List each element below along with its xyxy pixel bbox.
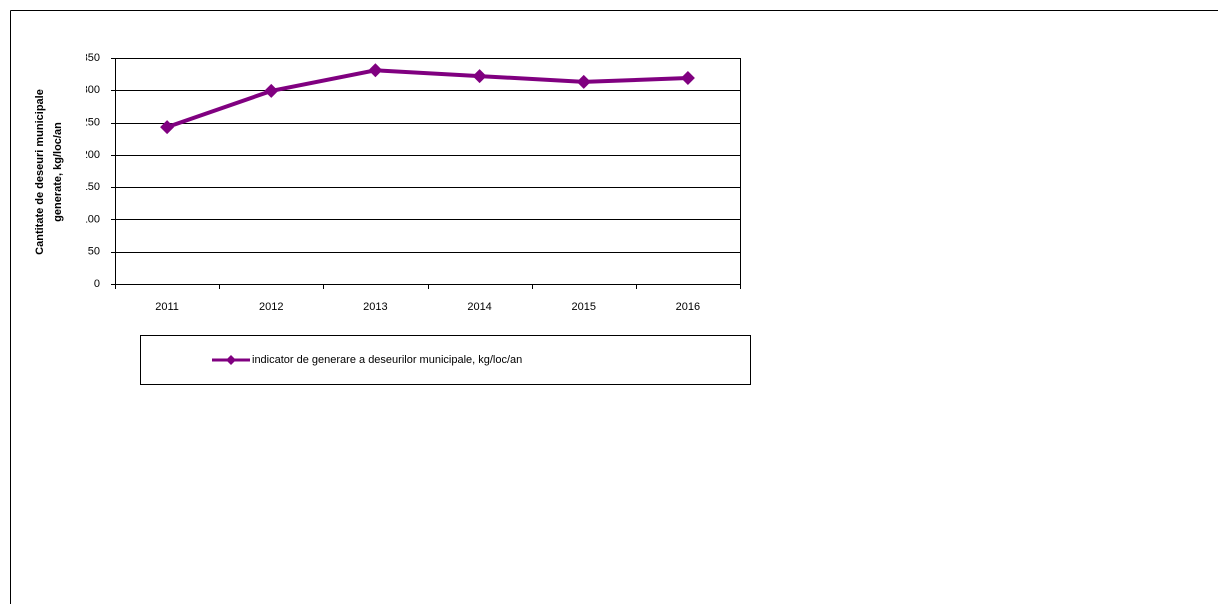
x-tick-label: 2012 (259, 301, 283, 313)
y-tick-label: 100 (82, 213, 100, 225)
y-tick-label: 350 (82, 52, 100, 64)
data-point (680, 71, 695, 86)
legend-marker (226, 355, 236, 365)
legend-label: indicator de generare a deseurilor munic… (252, 354, 522, 366)
y-tick-label: 300 (82, 84, 100, 96)
y-tick-label: 150 (82, 181, 100, 193)
data-point (368, 63, 383, 78)
data-point (576, 74, 591, 89)
y-axis-title: generate, kg/loc/an (52, 122, 64, 222)
x-tick-label: 2011 (155, 301, 179, 313)
data-point (264, 83, 279, 98)
y-tick-label: 50 (88, 246, 100, 258)
y-tick-label: 250 (82, 116, 100, 128)
y-axis-title: Cantitate de deseuri municipale (34, 89, 46, 255)
x-tick-label: 2013 (363, 301, 387, 313)
y-tick-label: 0 (94, 278, 100, 290)
x-tick-label: 2015 (572, 301, 596, 313)
series-line (166, 68, 688, 129)
x-tick-label: 2014 (467, 301, 491, 313)
data-point (160, 120, 175, 135)
y-tick-label: 200 (82, 149, 100, 161)
x-tick-label: 2016 (676, 301, 700, 313)
data-point (472, 69, 487, 84)
y-tick-labels: 0 50 100 150 200 250 300 350 (82, 52, 100, 290)
